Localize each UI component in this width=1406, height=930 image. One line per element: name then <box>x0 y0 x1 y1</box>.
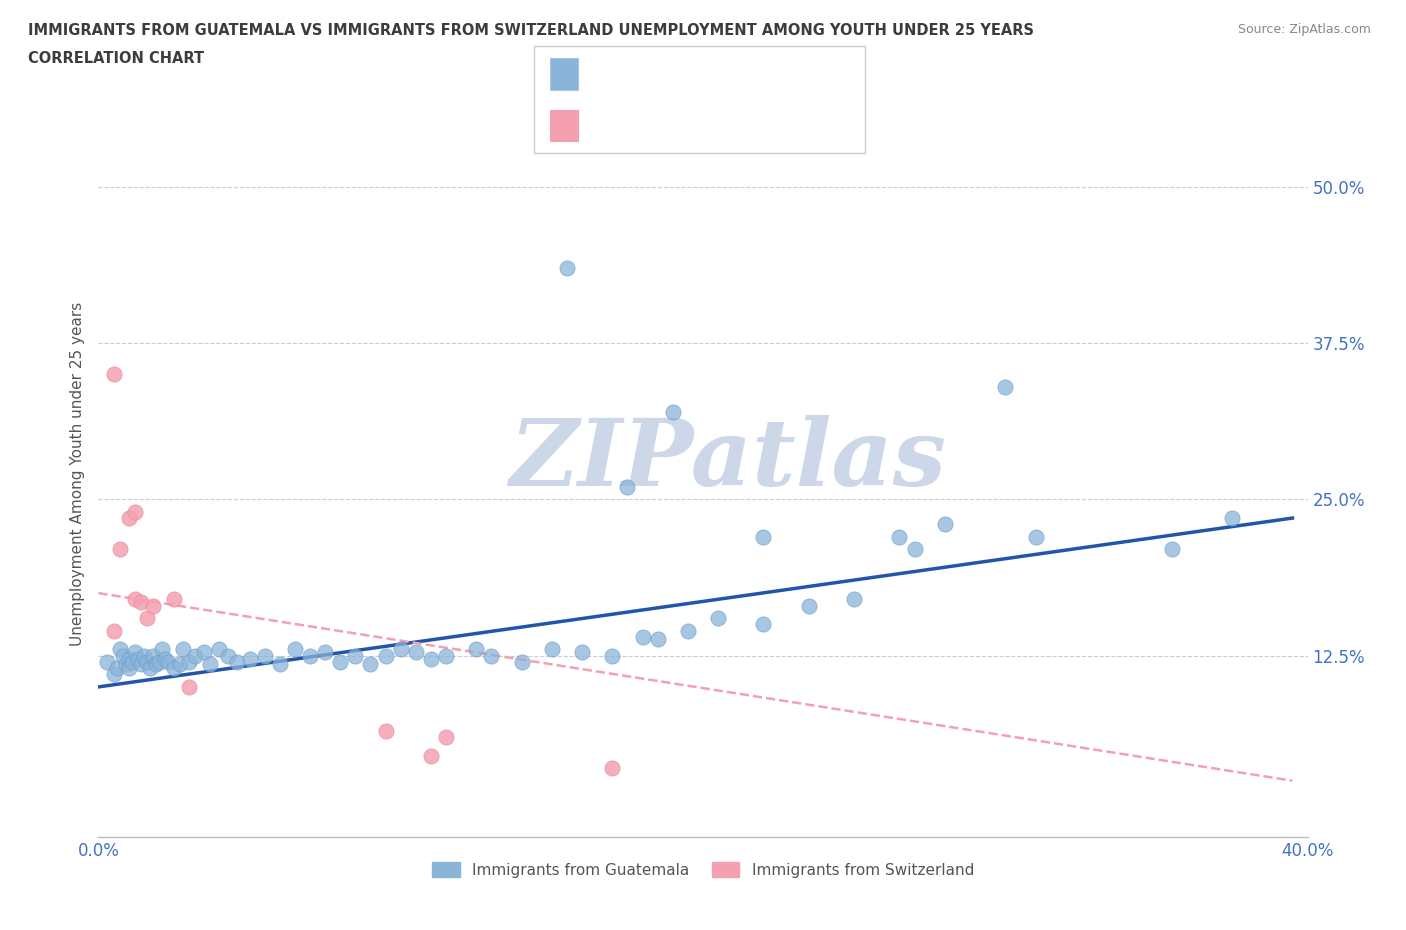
Point <box>124 591 146 606</box>
Point <box>434 729 457 744</box>
Point <box>142 598 165 613</box>
Point <box>96 655 118 670</box>
Point <box>389 642 412 657</box>
Point <box>661 405 683 419</box>
Point <box>114 657 136 671</box>
Point <box>124 504 146 519</box>
Point <box>602 648 624 663</box>
Point <box>105 660 128 675</box>
Point <box>121 655 143 670</box>
Point <box>420 749 443 764</box>
Point <box>510 655 533 670</box>
Point <box>142 648 165 663</box>
Point <box>752 617 775 631</box>
Point <box>844 591 866 606</box>
Point <box>150 642 173 657</box>
Point <box>540 642 562 657</box>
Text: ZIPatlas: ZIPatlas <box>509 415 946 505</box>
Point <box>135 655 157 670</box>
Point <box>465 642 488 657</box>
Point <box>314 644 336 659</box>
Point <box>217 648 239 663</box>
Point <box>434 648 457 663</box>
Point <box>994 379 1017 394</box>
Point <box>344 648 367 663</box>
Point <box>752 529 775 544</box>
Text: CORRELATION CHART: CORRELATION CHART <box>28 51 204 66</box>
Point <box>555 260 578 275</box>
Text: IMMIGRANTS FROM GUATEMALA VS IMMIGRANTS FROM SWITZERLAND UNEMPLOYMENT AMONG YOUT: IMMIGRANTS FROM GUATEMALA VS IMMIGRANTS … <box>28 23 1035 38</box>
Point <box>172 642 194 657</box>
Point <box>108 642 131 657</box>
Point <box>269 657 291 671</box>
Point <box>108 542 131 557</box>
Point <box>239 652 262 667</box>
Point <box>118 652 141 667</box>
Point <box>179 655 201 670</box>
Point <box>148 655 170 670</box>
Point <box>156 655 179 670</box>
Point <box>163 660 186 675</box>
Text: N = 61: N = 61 <box>752 71 808 86</box>
Point <box>374 648 396 663</box>
Point <box>420 652 443 667</box>
Point <box>129 657 152 671</box>
Point <box>129 594 152 609</box>
Point <box>616 479 638 494</box>
Point <box>602 761 624 776</box>
Point <box>707 611 730 626</box>
Point <box>200 657 222 671</box>
Point <box>797 598 820 613</box>
Point <box>676 623 699 638</box>
Point <box>329 655 352 670</box>
Point <box>360 657 382 671</box>
Point <box>481 648 503 663</box>
Point <box>103 623 125 638</box>
Point <box>103 366 125 381</box>
Point <box>124 644 146 659</box>
Point <box>179 680 201 695</box>
Point <box>253 648 276 663</box>
Point <box>889 529 911 544</box>
Point <box>163 591 186 606</box>
Y-axis label: Unemployment Among Youth under 25 years: Unemployment Among Youth under 25 years <box>69 302 84 646</box>
Point <box>904 542 927 557</box>
Point <box>193 644 215 659</box>
Point <box>299 648 322 663</box>
Legend: Immigrants from Guatemala, Immigrants from Switzerland: Immigrants from Guatemala, Immigrants fr… <box>426 856 980 884</box>
Point <box>135 611 157 626</box>
Point <box>208 642 231 657</box>
Text: Source: ZipAtlas.com: Source: ZipAtlas.com <box>1237 23 1371 36</box>
Point <box>169 657 191 671</box>
Point <box>103 667 125 682</box>
Text: R = -0.047: R = -0.047 <box>591 123 676 138</box>
Point <box>934 517 956 532</box>
Text: R =  0.231: R = 0.231 <box>591 71 676 86</box>
Point <box>184 648 207 663</box>
Point <box>1160 542 1182 557</box>
Text: N = 13: N = 13 <box>752 123 808 138</box>
Point <box>284 642 307 657</box>
Point <box>127 652 149 667</box>
Point <box>571 644 593 659</box>
Point <box>145 657 167 671</box>
Point <box>153 652 176 667</box>
Point <box>118 660 141 675</box>
Point <box>647 632 669 647</box>
Point <box>374 724 396 738</box>
Point <box>139 660 162 675</box>
Point <box>118 511 141 525</box>
Point <box>1024 529 1046 544</box>
Point <box>405 644 427 659</box>
Point <box>132 648 155 663</box>
Point <box>226 655 249 670</box>
Point <box>1220 511 1243 525</box>
Point <box>111 648 134 663</box>
Point <box>631 630 654 644</box>
